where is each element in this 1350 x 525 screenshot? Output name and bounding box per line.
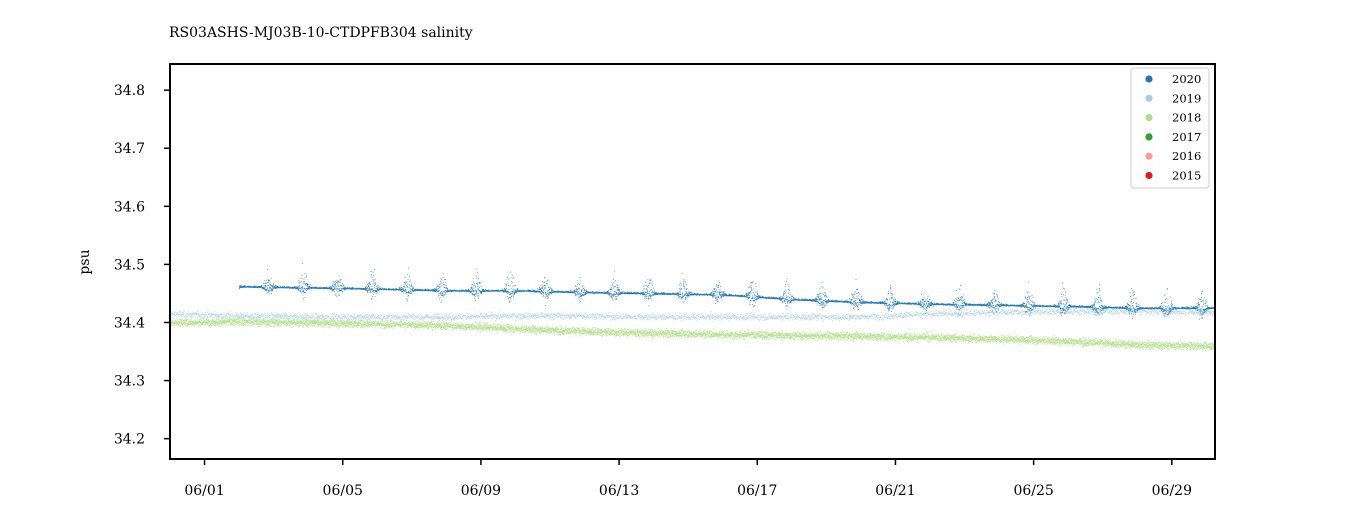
legend-label-2020: 2020 (1172, 72, 1201, 86)
y-axis: 34.2 34.3 34.4 34.5 34.6 34.7 34.8 (114, 83, 170, 448)
series-2020-points (239, 263, 1215, 320)
x-tick-label: 06/21 (875, 483, 915, 499)
y-tick-label: 34.8 (114, 83, 145, 99)
legend-marker-2018 (1145, 114, 1153, 122)
legend-label-2016: 2016 (1172, 149, 1201, 163)
legend: 2020 2019 2018 2017 2016 2015 (1130, 67, 1210, 189)
y-tick-label: 34.4 (114, 315, 145, 331)
legend-label-2015: 2015 (1172, 169, 1201, 183)
series-2018-points (170, 316, 1215, 352)
series-2019 (170, 306, 1215, 323)
y-axis-label: psu (77, 249, 93, 274)
x-tick-label: 06/05 (323, 483, 363, 499)
series-2018 (170, 316, 1215, 352)
x-tick-label: 06/17 (737, 483, 777, 499)
y-tick-label: 34.5 (114, 257, 145, 273)
y-tick-label: 34.2 (114, 432, 145, 448)
legend-marker-2016 (1145, 152, 1153, 160)
x-axis: 06/01 06/05 06/09 06/13 06/17 06/21 06/25 06/29 (184, 459, 1192, 499)
legend-label-2019: 2019 (1172, 91, 1201, 105)
data-points-layer (170, 263, 1215, 352)
series-2020 (239, 263, 1215, 320)
legend-marker-2017 (1145, 133, 1153, 141)
y-tick-label: 34.3 (114, 374, 145, 390)
legend-marker-2015 (1145, 171, 1153, 180)
legend-label-2017: 2017 (1172, 130, 1201, 144)
legend-marker-2020 (1145, 75, 1153, 83)
plot-area-frame (169, 63, 1216, 460)
y-tick-label: 34.6 (114, 199, 145, 215)
x-tick-label: 06/25 (1013, 483, 1053, 499)
chart-title: RS03ASHS-MJ03B-10-CTDPFB304 salinity (169, 25, 473, 41)
legend-label-2018: 2018 (1172, 111, 1201, 125)
legend-marker-2019 (1145, 94, 1153, 102)
series-2019-points (170, 306, 1215, 323)
x-tick-label: 06/09 (461, 483, 501, 499)
x-tick-label: 06/13 (599, 483, 639, 499)
x-tick-label: 06/29 (1152, 483, 1192, 499)
x-tick-label: 06/01 (184, 483, 224, 499)
y-tick-label: 34.7 (114, 141, 145, 157)
